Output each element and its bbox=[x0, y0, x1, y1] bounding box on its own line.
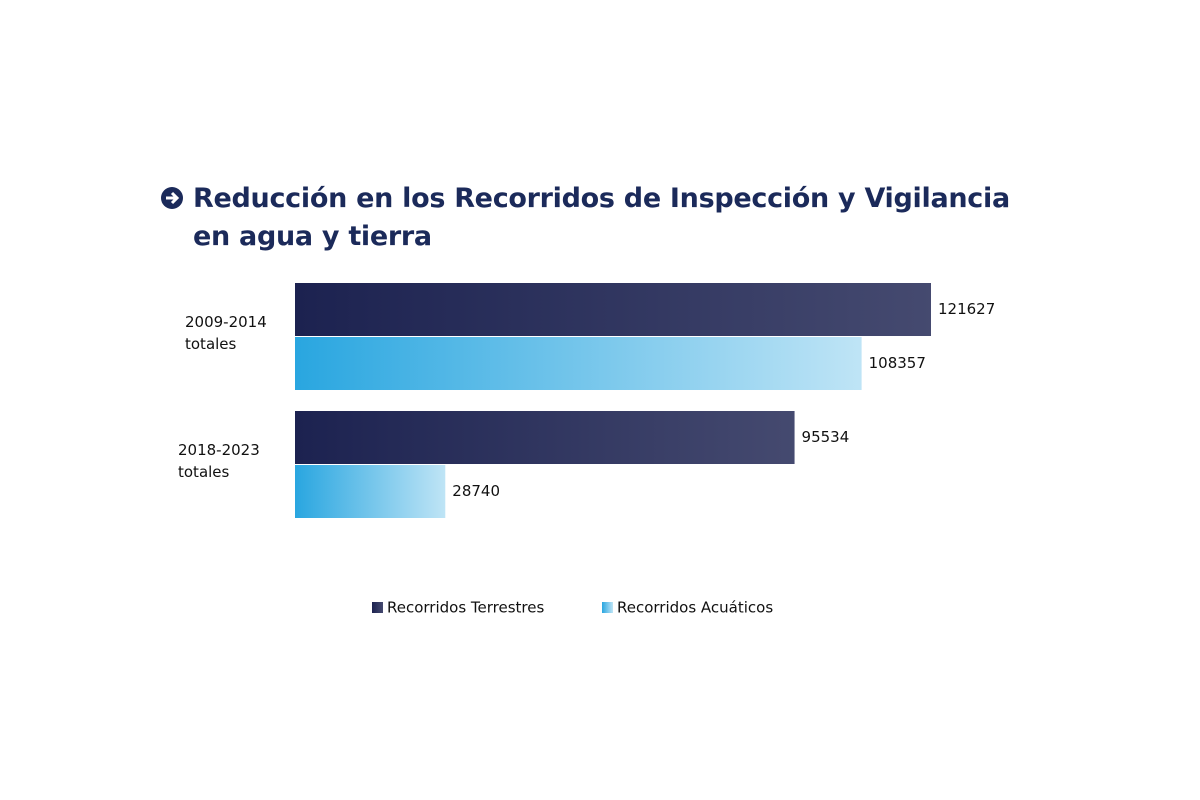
legend-label: Recorridos Acuáticos bbox=[617, 599, 773, 617]
legend-swatch bbox=[372, 602, 383, 613]
bar bbox=[295, 411, 795, 464]
bar bbox=[295, 465, 446, 518]
value-label: 108357 bbox=[869, 354, 926, 372]
chart-title: Reducción en los Recorridos de Inspecció… bbox=[193, 183, 1010, 252]
bar bbox=[295, 337, 862, 390]
value-label: 95534 bbox=[802, 428, 850, 446]
legend-label: Recorridos Terrestres bbox=[387, 599, 544, 617]
title-icon bbox=[161, 187, 183, 209]
value-label: 121627 bbox=[938, 300, 995, 318]
category-label: 2018-2023 totales bbox=[178, 441, 260, 481]
bar bbox=[295, 283, 931, 336]
legend-swatch bbox=[602, 602, 613, 613]
category-label: 2009-2014 totales bbox=[185, 313, 267, 353]
value-label: 28740 bbox=[452, 482, 500, 500]
